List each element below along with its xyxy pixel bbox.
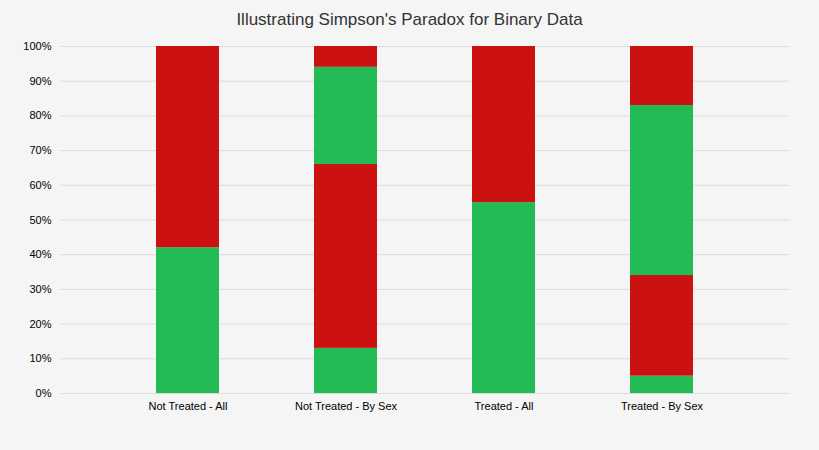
svg-text:80%: 80% xyxy=(29,109,51,121)
svg-text:Not Treated - By Sex: Not Treated - By Sex xyxy=(295,400,398,412)
svg-text:40%: 40% xyxy=(29,248,51,260)
svg-text:20%: 20% xyxy=(29,318,51,330)
svg-text:70%: 70% xyxy=(29,144,51,156)
svg-text:Treated - All: Treated - All xyxy=(475,400,534,412)
svg-text:Treated - By Sex: Treated - By Sex xyxy=(621,400,704,412)
svg-text:0%: 0% xyxy=(36,387,52,399)
svg-text:100%: 100% xyxy=(23,40,51,52)
svg-text:30%: 30% xyxy=(29,283,51,295)
svg-text:10%: 10% xyxy=(29,352,51,364)
svg-text:90%: 90% xyxy=(29,75,51,87)
html-text:Illustrating Simpson's Paradox: Illustrating Simpson's Paradox for Binar… xyxy=(236,10,583,29)
svg-text:50%: 50% xyxy=(29,214,51,226)
svg-text:60%: 60% xyxy=(29,179,51,191)
svg-text:Not Treated - All: Not Treated - All xyxy=(149,400,228,412)
